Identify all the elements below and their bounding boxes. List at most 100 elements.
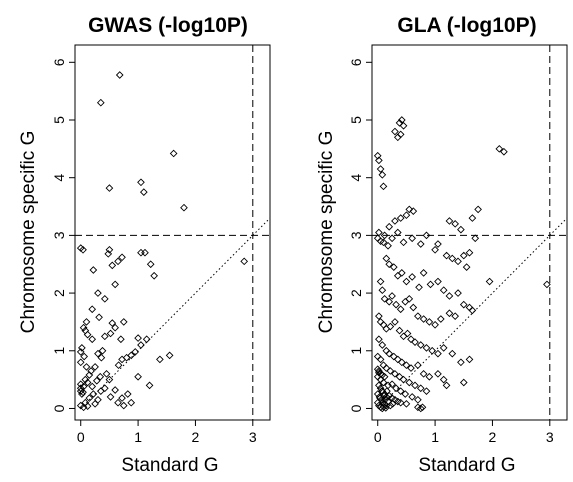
data-point — [127, 351, 136, 360]
data-point — [402, 277, 411, 286]
data-point — [408, 234, 416, 243]
data-point — [474, 205, 482, 214]
data-point — [165, 351, 174, 360]
data-point — [118, 394, 126, 402]
data-point — [408, 393, 416, 401]
data-point — [378, 170, 387, 179]
data-point — [386, 401, 395, 410]
panel-gwas: GWAS (-log10P) Chromosome specific G Sta… — [18, 14, 271, 476]
data-point — [405, 205, 414, 214]
data-point — [376, 277, 385, 286]
data-point — [115, 71, 124, 79]
data-point — [414, 361, 422, 370]
data-point — [88, 305, 97, 314]
data-point — [146, 260, 155, 269]
data-point — [105, 245, 114, 254]
data-point — [118, 355, 126, 364]
data-point — [127, 398, 136, 407]
y-tick-label: 5 — [51, 116, 67, 124]
data-point — [142, 335, 151, 344]
data-point — [376, 394, 384, 402]
diagonal-reference-line — [80, 217, 271, 409]
data-point — [457, 225, 465, 234]
y-tick-label: 1 — [51, 347, 67, 355]
points-group — [76, 71, 249, 412]
data-point — [150, 271, 158, 280]
data-point — [454, 257, 462, 266]
data-point — [409, 303, 418, 312]
data-point — [376, 384, 385, 393]
data-point — [495, 145, 504, 153]
data-point — [98, 346, 107, 355]
data-point — [88, 335, 97, 344]
x-tick-label: 3 — [546, 429, 554, 445]
data-point — [396, 398, 405, 407]
data-point — [111, 280, 119, 289]
data-point — [375, 312, 383, 320]
data-point — [137, 248, 145, 257]
data-point — [485, 277, 494, 286]
data-point — [399, 332, 408, 341]
data-point — [375, 381, 383, 390]
data-point — [419, 370, 428, 378]
data-point — [111, 323, 119, 332]
data-point — [156, 355, 164, 364]
data-point — [375, 335, 383, 344]
data-point — [401, 297, 410, 306]
data-point — [397, 116, 406, 124]
data-point — [108, 319, 117, 327]
data-point — [79, 388, 87, 397]
panel-title: GLA (-log10P) — [397, 14, 536, 37]
data-point — [379, 402, 388, 411]
data-point — [134, 372, 142, 381]
y-axis-label: Chromosome specific G — [316, 131, 337, 334]
data-point — [94, 395, 102, 404]
tick-group: 0 1 2 3 0 1 2 3 4 5 6 — [348, 58, 554, 445]
data-point — [83, 330, 92, 339]
data-point — [100, 384, 109, 393]
data-point — [82, 363, 91, 371]
data-point — [399, 121, 408, 130]
data-point — [454, 289, 462, 297]
data-point — [104, 250, 113, 258]
y-tick-label: 0 — [51, 404, 67, 412]
data-point — [457, 358, 465, 367]
panel-title: GWAS (-log10P) — [88, 14, 248, 37]
data-point — [108, 261, 117, 270]
data-point — [102, 370, 111, 378]
data-point — [405, 295, 414, 303]
data-point — [434, 370, 442, 378]
data-point — [414, 312, 422, 320]
data-point — [409, 207, 418, 215]
data-point — [411, 338, 419, 346]
x-tick-label: 1 — [431, 429, 439, 445]
y-tick-label: 4 — [348, 174, 364, 182]
data-point — [414, 395, 422, 404]
data-point — [97, 353, 106, 362]
data-point — [83, 378, 92, 387]
data-point — [79, 323, 88, 332]
data-point — [471, 234, 480, 243]
data-point — [80, 352, 89, 361]
data-point — [403, 329, 412, 338]
data-point — [393, 228, 402, 237]
data-point — [399, 238, 408, 247]
data-point — [414, 403, 422, 412]
data-point — [384, 241, 392, 250]
data-point — [79, 245, 87, 254]
data-point — [445, 292, 454, 300]
data-point — [426, 280, 435, 289]
data-point — [459, 378, 468, 387]
data-point — [392, 300, 400, 309]
x-axis-label: Standard G — [121, 455, 218, 476]
data-point — [95, 313, 103, 322]
data-point — [137, 178, 145, 187]
data-point — [380, 372, 389, 381]
data-point — [381, 404, 390, 412]
data-point — [92, 376, 101, 385]
data-point — [543, 280, 551, 289]
data-point — [411, 381, 419, 390]
data-point — [88, 382, 97, 391]
data-point — [378, 404, 387, 413]
data-point — [379, 378, 388, 387]
